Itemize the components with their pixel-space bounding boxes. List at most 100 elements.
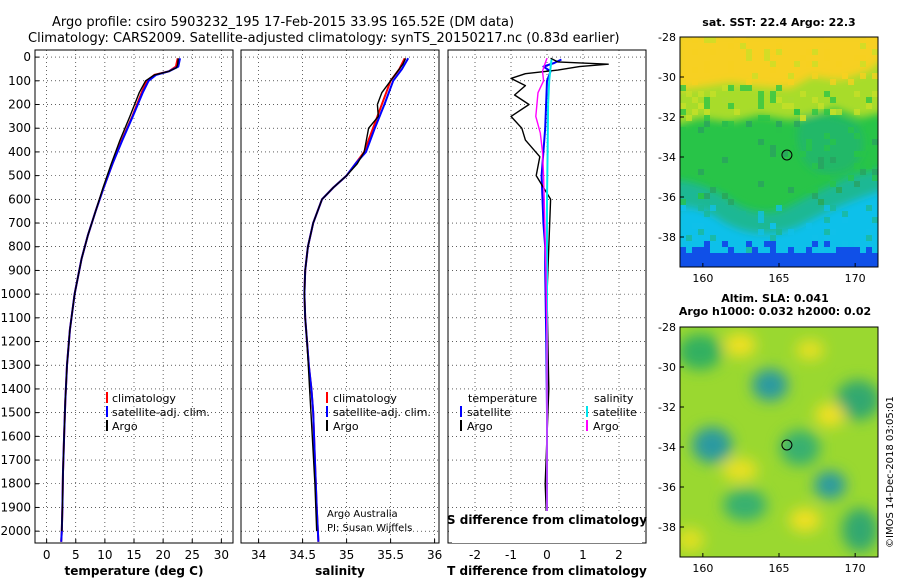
sst-pixel <box>824 205 830 211</box>
sla-blob <box>723 489 767 521</box>
sst-pixel <box>692 223 698 229</box>
legend-mark-argo <box>326 420 328 431</box>
x-tick-label: 15 <box>126 548 141 562</box>
sst-pixel <box>770 235 776 241</box>
sst-pixel <box>680 109 686 115</box>
sla-high <box>796 340 824 360</box>
sst-pixel <box>764 49 770 55</box>
sst-pixel <box>740 85 746 91</box>
sst-pixel-deep <box>836 247 842 253</box>
sla-map-title-line1: Altim. SLA: 0.041 <box>721 292 828 305</box>
sst-pixel <box>788 103 794 109</box>
difference-gridlines <box>448 50 646 543</box>
sst-pixel <box>818 157 824 163</box>
sst-pixel <box>806 139 812 145</box>
sst-pixel <box>830 97 836 103</box>
sst-pixel <box>854 241 860 247</box>
sst-pixel <box>824 109 830 115</box>
sst-pixel <box>698 223 704 229</box>
sst-pixel <box>806 145 812 151</box>
sst-pixel <box>728 67 734 73</box>
map-x-tick-label: 170 <box>845 272 866 285</box>
sst-pixel <box>728 169 734 175</box>
sst-pixel <box>704 109 710 115</box>
sla-blob <box>752 369 788 401</box>
sst-pixel <box>776 157 782 163</box>
sst-pixel <box>830 247 836 253</box>
sst-field <box>680 37 878 267</box>
sst-pixel-noise <box>680 37 878 253</box>
sst-pixel <box>848 127 854 133</box>
depth-tick-label: 1300 <box>0 358 31 372</box>
sst-pixel <box>680 199 686 205</box>
sst-pixel <box>704 37 710 43</box>
sst-pixel <box>680 169 686 175</box>
sst-pixel <box>812 109 818 115</box>
x-tick-label: 30 <box>214 548 229 562</box>
sst-pixel <box>680 151 686 157</box>
figure-title-line1: Argo profile: csiro 5903232_195 17-Feb-2… <box>52 15 514 30</box>
depth-tick-label: 1400 <box>0 382 31 396</box>
s-difference-label-backdrop <box>452 511 642 543</box>
x-tick-label: -1 <box>505 548 517 562</box>
map-x-tick-label: 170 <box>845 562 866 575</box>
x-tick-label: -2 <box>469 548 481 562</box>
sst-pixel <box>824 145 830 151</box>
sst-pixel <box>710 49 716 55</box>
sst-pixel <box>734 187 740 193</box>
sst-pixel <box>710 37 716 43</box>
sla-high <box>680 528 704 552</box>
sst-pixel <box>710 235 716 241</box>
temperature-axis-ticks: 0 5 10 15 20 25 30 <box>43 539 229 562</box>
temperature-legend: climatology satellite-adj. clim. Argo <box>106 392 210 433</box>
legend-label-argo: Argo <box>333 420 359 433</box>
sst-pixel <box>746 145 752 151</box>
sst-pixel-deep <box>854 247 860 253</box>
sst-pixel <box>854 109 860 115</box>
sst-pixel <box>812 163 818 169</box>
s-difference-label: S difference from climatology <box>447 513 647 527</box>
sst-pixel <box>824 55 830 61</box>
sla-profile-location-marker <box>781 439 793 451</box>
x-tick-label: 10 <box>97 548 112 562</box>
legend-mark-climatology <box>106 392 108 403</box>
sst-pixel <box>728 199 734 205</box>
sst-pixel <box>776 43 782 49</box>
salinity-gridlines <box>241 50 439 543</box>
sst-pixel <box>734 169 740 175</box>
sst-pixel <box>860 55 866 61</box>
sst-pixel <box>830 79 836 85</box>
sst-pixel <box>716 127 722 133</box>
sst-pixel <box>698 133 704 139</box>
legend-mark-temp-satellite <box>460 406 462 417</box>
sst-pixel <box>722 193 728 199</box>
map-y-tick-label: -38 <box>658 521 676 534</box>
x-tick-label: 35 <box>339 548 354 562</box>
map-y-tick-label: -30 <box>658 71 676 84</box>
sst-pixel <box>866 229 872 235</box>
sst-pixel <box>740 211 746 217</box>
sst-pixel <box>776 169 782 175</box>
sst-pixel <box>722 97 728 103</box>
sst-pixel <box>698 91 704 97</box>
sla-map-ticks: 160 165 170 -28 -30 -32 -34 -36 -38 <box>658 321 866 575</box>
sst-pixel <box>698 229 704 235</box>
depth-tick-label: 500 <box>8 169 31 183</box>
sst-pixel <box>788 79 794 85</box>
map-y-tick-label: -32 <box>658 111 676 124</box>
legend-title-temperature: temperature <box>468 392 537 405</box>
sst-pixel <box>812 97 818 103</box>
sst-pixel <box>788 139 794 145</box>
sst-pixel <box>758 223 764 229</box>
difference-legend: temperature satellite Argo salinity sate… <box>460 392 637 433</box>
sst-pixel-deep <box>824 241 830 247</box>
sla-high <box>722 458 758 482</box>
sst-pixel <box>680 85 686 91</box>
sst-pixel <box>872 49 878 55</box>
sla-blob <box>680 334 722 370</box>
sst-pixel <box>746 175 752 181</box>
sst-pixel <box>746 247 752 253</box>
x-tick-label: 5 <box>72 548 80 562</box>
sst-pixel <box>812 187 818 193</box>
sst-pixel <box>788 229 794 235</box>
